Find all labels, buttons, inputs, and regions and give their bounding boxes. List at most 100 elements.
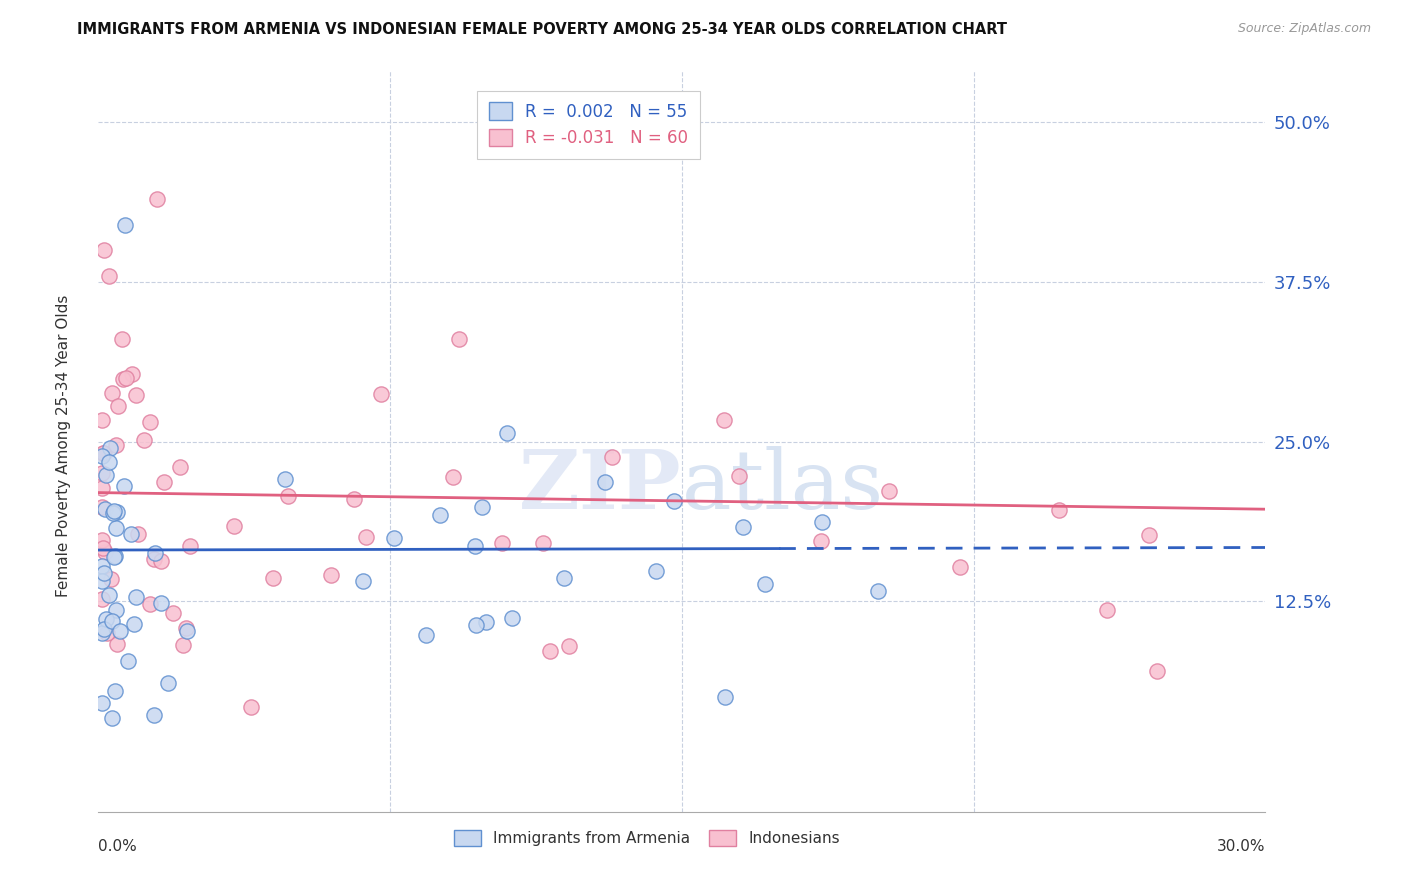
Point	[124, 388, 146, 402]
Point	[415, 628, 437, 642]
Point	[94, 545, 117, 559]
Point	[103, 550, 125, 565]
Point	[352, 574, 374, 589]
Point	[97, 268, 120, 283]
Point	[644, 565, 666, 579]
Point	[93, 243, 115, 257]
Point	[93, 623, 115, 637]
Point	[91, 541, 114, 555]
Point	[91, 574, 114, 589]
Point	[866, 584, 889, 599]
Point	[600, 450, 623, 464]
Point	[169, 460, 191, 475]
Text: 30.0%: 30.0%	[1218, 839, 1265, 855]
Point	[441, 470, 464, 484]
Point	[1095, 603, 1118, 617]
Point	[714, 690, 737, 704]
Point	[122, 616, 145, 631]
Point	[491, 535, 513, 549]
Point	[593, 475, 616, 489]
Point	[728, 469, 751, 483]
Point	[143, 546, 166, 560]
Legend: Immigrants from Armenia, Indonesians: Immigrants from Armenia, Indonesians	[447, 824, 846, 852]
Point	[105, 637, 128, 651]
Point	[103, 504, 125, 518]
Point	[93, 566, 115, 580]
Point	[91, 467, 114, 481]
Point	[447, 332, 470, 346]
Point	[125, 590, 148, 604]
Point	[501, 611, 523, 625]
Point	[91, 500, 114, 514]
Point	[104, 684, 127, 698]
Point	[94, 467, 117, 482]
Point	[127, 526, 149, 541]
Point	[108, 624, 131, 638]
Point	[110, 333, 132, 347]
Point	[101, 506, 124, 520]
Point	[105, 603, 128, 617]
Point	[121, 367, 143, 381]
Point	[134, 433, 156, 447]
Point	[754, 576, 776, 591]
Point	[91, 696, 114, 710]
Point	[96, 625, 118, 640]
Point	[91, 625, 114, 640]
Point	[1137, 528, 1160, 542]
Point	[343, 491, 366, 506]
Point	[93, 446, 115, 460]
Point	[176, 624, 198, 638]
Point	[321, 567, 343, 582]
Point	[558, 639, 581, 653]
Point	[810, 515, 832, 529]
Point	[810, 533, 832, 548]
Point	[370, 386, 392, 401]
Point	[239, 699, 262, 714]
Point	[664, 494, 686, 508]
Point	[115, 370, 138, 384]
Point	[112, 372, 135, 386]
Point	[879, 484, 901, 499]
Point	[117, 654, 139, 668]
Point	[224, 519, 246, 533]
Point	[382, 531, 405, 545]
Point	[356, 530, 378, 544]
Point	[100, 572, 122, 586]
Point	[139, 597, 162, 611]
Point	[277, 489, 299, 503]
Point	[93, 446, 115, 460]
Point	[465, 617, 488, 632]
Point	[471, 500, 494, 515]
Point	[474, 615, 496, 630]
Point	[553, 572, 575, 586]
Point	[104, 521, 127, 535]
Point	[139, 415, 162, 429]
Point	[91, 533, 114, 547]
Text: Female Poverty Among 25-34 Year Olds: Female Poverty Among 25-34 Year Olds	[56, 295, 70, 597]
Point	[98, 588, 121, 602]
Text: 0.0%: 0.0%	[98, 839, 138, 855]
Point	[98, 455, 121, 469]
Point	[91, 413, 114, 427]
Point	[145, 192, 167, 206]
Point	[91, 592, 114, 607]
Point	[531, 536, 554, 550]
Point	[120, 527, 142, 541]
Point	[176, 621, 198, 635]
Point	[179, 539, 201, 553]
Text: ZIP: ZIP	[519, 446, 682, 526]
Point	[1047, 502, 1070, 516]
Point	[104, 549, 127, 563]
Point	[262, 571, 284, 585]
Point	[149, 596, 172, 610]
Point	[172, 638, 194, 652]
Point	[101, 614, 124, 628]
Point	[104, 437, 127, 451]
Point	[143, 708, 166, 723]
Point	[274, 472, 297, 486]
Point	[731, 520, 754, 534]
Point	[101, 711, 124, 725]
Point	[142, 552, 165, 566]
Point	[107, 399, 129, 413]
Point	[162, 606, 184, 620]
